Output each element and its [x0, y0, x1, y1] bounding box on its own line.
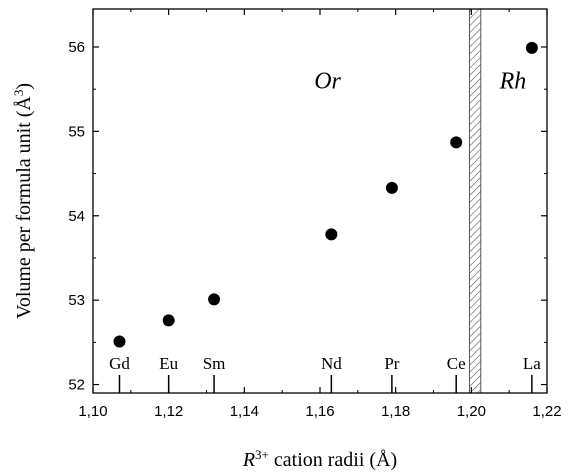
y-tick-label: 55 — [68, 123, 85, 140]
y-axis-title-close: ) — [13, 83, 35, 90]
region-labels-layer: Or Rh — [314, 69, 526, 95]
x-tick-label: 1,18 — [381, 403, 410, 420]
boundary-band — [468, 8, 482, 394]
element-label-sm: Sm — [203, 354, 226, 373]
x-axis-title: R3+ cation radii (Å) — [242, 447, 397, 472]
data-point-la — [525, 41, 538, 54]
element-labels-layer: Gd Eu Sm Nd Pr Ce La — [109, 354, 541, 393]
x-tick-label: 1,16 — [305, 403, 334, 420]
y-tick-label: 53 — [68, 292, 85, 309]
element-label-nd: Nd — [321, 354, 342, 373]
data-point-eu — [162, 314, 175, 327]
element-label-pr: Pr — [384, 354, 399, 373]
x-tick-label: 1,14 — [230, 403, 259, 420]
element-label-eu: Eu — [159, 354, 178, 373]
x-axis-title-prefix: R — [242, 449, 255, 471]
y-axis-title-main: Volume per formula unit (Å — [13, 96, 35, 319]
y-tick-label: 54 — [68, 208, 85, 225]
element-label-gd: Gd — [109, 354, 130, 373]
y-axis-title-superscript: 3 — [11, 90, 26, 97]
y-tick-label: 56 — [68, 39, 85, 56]
boundary-band-layer — [468, 8, 482, 394]
data-point-nd — [325, 228, 338, 241]
x-axis-title-superscript: 3+ — [255, 447, 269, 462]
x-tick-label: 1,12 — [154, 403, 183, 420]
data-point-sm — [208, 293, 221, 306]
axes-layer: 1,10 1,12 1,14 1,16 1,18 1,20 1,22 52 53 54 55 56 — [68, 9, 562, 420]
y-axis-title: Volume per formula unit (Å3) — [11, 83, 36, 319]
region-label-or: Or — [314, 69, 341, 95]
points-layer — [113, 41, 538, 348]
data-point-pr — [385, 181, 398, 194]
data-point-ce — [450, 136, 463, 149]
y-tick-label: 52 — [68, 377, 85, 394]
x-tick-label: 1,20 — [457, 403, 486, 420]
data-point-gd — [113, 335, 126, 348]
element-label-ce: Ce — [447, 354, 466, 373]
x-tick-label: 1,22 — [532, 403, 561, 420]
element-label-la: La — [523, 354, 541, 373]
x-tick-label: 1,10 — [78, 403, 107, 420]
region-label-rh: Rh — [499, 69, 527, 95]
x-axis-title-suffix: cation radii (Å) — [269, 449, 397, 471]
